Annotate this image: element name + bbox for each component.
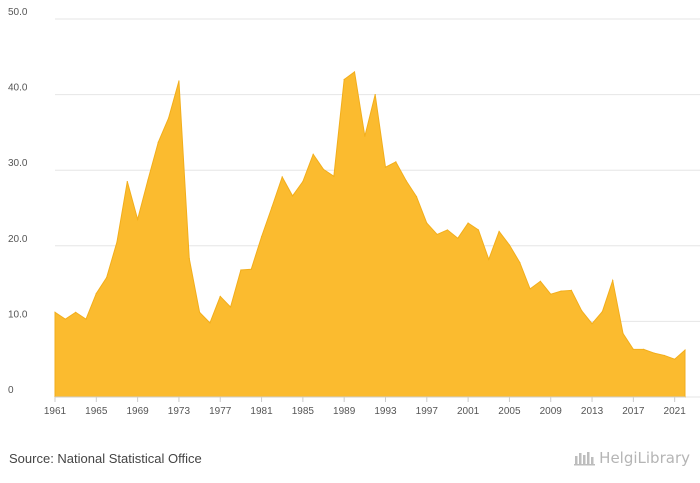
- data-point: [240, 269, 242, 271]
- data-point: [353, 71, 356, 73]
- data-point: [116, 241, 118, 243]
- data-point: [601, 310, 603, 313]
- data-point: [436, 233, 438, 236]
- data-point: [508, 244, 511, 246]
- data-point: [612, 279, 614, 282]
- data-point: [364, 135, 366, 137]
- data-point: [271, 206, 273, 208]
- data-point: [188, 258, 190, 260]
- y-axis: 0 10.0 20.0 30.0 40.0 50.0: [8, 7, 28, 396]
- x-tick-label: 1969: [126, 406, 149, 417]
- x-tick-label: 1989: [333, 406, 356, 417]
- data-point: [684, 349, 686, 351]
- data-point: [250, 268, 252, 270]
- y-tick-label: 40.0: [8, 83, 28, 94]
- data-point: [477, 229, 480, 231]
- y-tick-label: 10.0: [8, 309, 28, 320]
- y-tick-label: 30.0: [8, 158, 28, 169]
- library-icon: [574, 452, 596, 466]
- data-point: [260, 236, 263, 238]
- area-series: [54, 71, 686, 398]
- y-tick-label: 0: [8, 385, 14, 396]
- data-point: [581, 310, 583, 312]
- x-tick-label: 2017: [622, 406, 645, 417]
- data-point: [622, 332, 624, 335]
- x-tick-label: 1997: [416, 406, 439, 417]
- data-point: [168, 117, 170, 119]
- x-tick-label: 1977: [209, 406, 232, 417]
- x-tick-label: 1985: [292, 406, 315, 417]
- data-point: [674, 358, 676, 360]
- data-point: [395, 161, 397, 163]
- data-point: [384, 166, 387, 168]
- brand-name: HelgiLibrary: [599, 449, 690, 467]
- data-point: [643, 348, 645, 350]
- area-chart: 010.020.030.040.050.0 1961 1965 1969 1973 19…: [8, 7, 700, 417]
- x-tick-label: 1981: [250, 406, 273, 417]
- data-point: [446, 229, 449, 231]
- data-point: [519, 261, 521, 264]
- data-point: [467, 222, 469, 224]
- brand-logo: HelgiLibrary: [574, 449, 690, 467]
- data-point: [137, 218, 139, 220]
- data-point: [539, 280, 542, 282]
- y-tick-label: 50.0: [8, 7, 28, 18]
- data-point: [560, 290, 562, 292]
- data-point: [126, 180, 128, 183]
- data-point: [426, 222, 428, 224]
- data-point: [550, 293, 552, 295]
- data-point: [457, 237, 459, 239]
- source-note: Source: National Statistical Office: [9, 451, 202, 466]
- area-fill: [54, 71, 686, 398]
- data-point: [570, 289, 572, 291]
- data-point: [198, 311, 201, 313]
- y-tick-label: 20.0: [8, 234, 28, 245]
- data-point: [229, 306, 232, 308]
- data-point: [405, 180, 407, 182]
- data-point: [54, 311, 56, 313]
- data-point: [415, 196, 418, 198]
- data-point: [653, 352, 655, 354]
- x-tick-label: 2021: [664, 406, 687, 417]
- data-point: [322, 168, 325, 171]
- x-tick-label: 2013: [581, 406, 604, 417]
- data-point: [529, 288, 531, 290]
- x-tick-label: 1993: [374, 406, 397, 417]
- x-tick-label: 1961: [44, 406, 67, 417]
- data-point: [85, 318, 87, 320]
- x-tick-label: 1973: [168, 406, 191, 417]
- data-point: [312, 153, 314, 155]
- data-point: [95, 292, 97, 295]
- data-point: [302, 180, 304, 183]
- data-point: [632, 348, 634, 350]
- data-point: [591, 323, 593, 325]
- data-point: [147, 179, 149, 181]
- data-point: [209, 322, 211, 324]
- data-point: [64, 318, 66, 320]
- data-point: [178, 80, 180, 82]
- data-point: [291, 195, 294, 197]
- data-point: [663, 354, 665, 357]
- data-point: [106, 276, 108, 279]
- x-tick-label: 1965: [85, 406, 108, 417]
- data-point: [219, 295, 221, 298]
- data-point: [498, 230, 500, 233]
- data-point: [488, 258, 490, 261]
- x-tick-label: 2001: [457, 406, 480, 417]
- x-tick-label: 2005: [498, 406, 521, 417]
- data-point: [343, 78, 345, 81]
- x-axis: 1961 1965 1969 1973 1977 1981 1985 1989 1993 1997…: [44, 396, 687, 417]
- data-point: [333, 175, 335, 177]
- x-tick-label: 2009: [540, 406, 563, 417]
- data-point: [75, 311, 77, 313]
- data-point: [281, 176, 283, 178]
- data-point: [374, 94, 376, 96]
- data-point: [157, 141, 159, 143]
